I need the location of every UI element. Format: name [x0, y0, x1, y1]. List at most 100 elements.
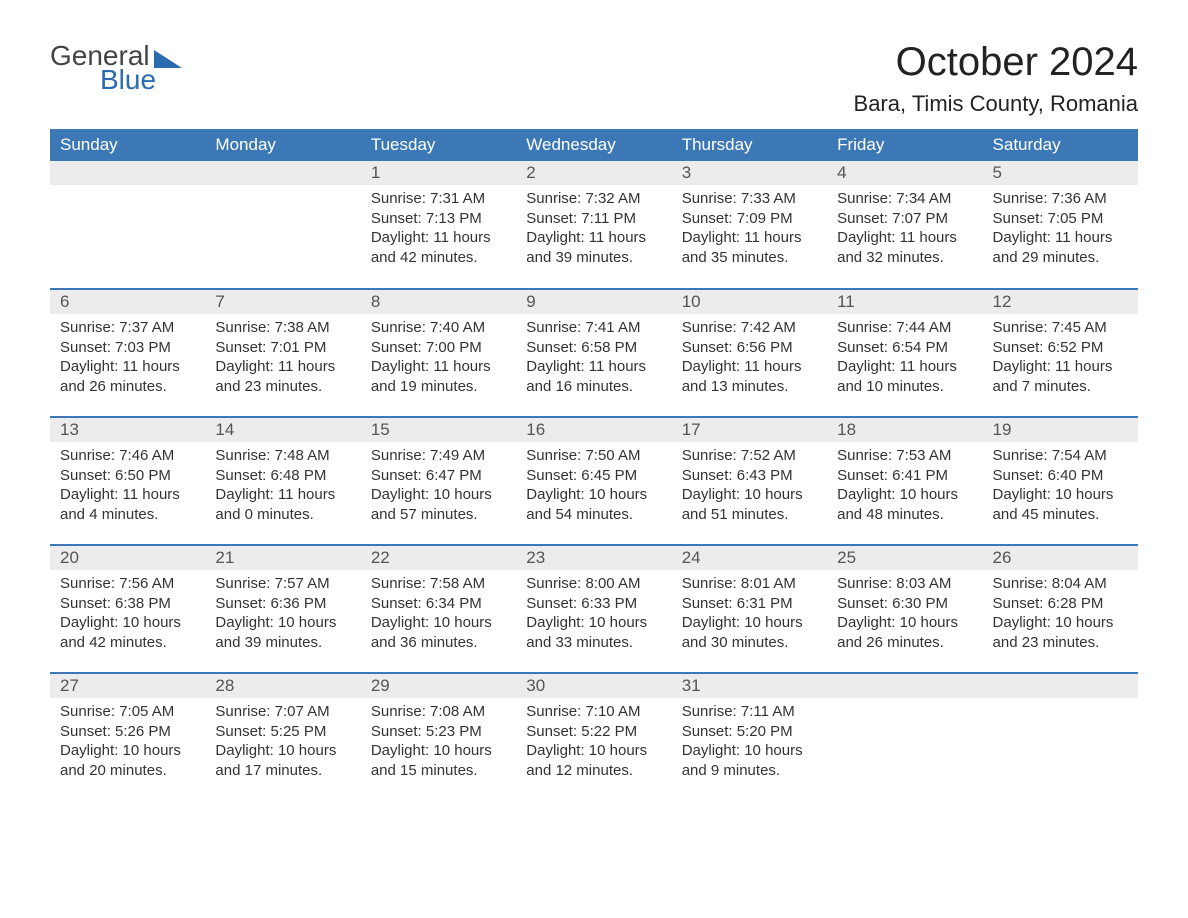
calendar-week-row: 27Sunrise: 7:05 AMSunset: 5:26 PMDayligh…: [50, 673, 1138, 801]
sunrise-line: Sunrise: 7:40 AM: [371, 318, 506, 338]
daylight-line: Daylight: 11 hours and 35 minutes.: [682, 228, 817, 267]
day-body: Sunrise: 7:10 AMSunset: 5:22 PMDaylight:…: [516, 698, 671, 788]
day-number: [827, 674, 982, 698]
daylight-line: Daylight: 10 hours and 15 minutes.: [371, 741, 506, 780]
daylight-line: Daylight: 10 hours and 51 minutes.: [682, 485, 817, 524]
sunset-line: Sunset: 6:28 PM: [993, 594, 1128, 614]
day-header: Saturday: [983, 129, 1138, 161]
sunset-line: Sunset: 6:52 PM: [993, 338, 1128, 358]
day-body: Sunrise: 7:37 AMSunset: 7:03 PMDaylight:…: [50, 314, 205, 404]
day-body: Sunrise: 7:11 AMSunset: 5:20 PMDaylight:…: [672, 698, 827, 788]
calendar-cell: 30Sunrise: 7:10 AMSunset: 5:22 PMDayligh…: [516, 673, 671, 801]
sunset-line: Sunset: 6:38 PM: [60, 594, 195, 614]
calendar-cell: 16Sunrise: 7:50 AMSunset: 6:45 PMDayligh…: [516, 417, 671, 545]
sunset-line: Sunset: 7:11 PM: [526, 209, 661, 229]
sunrise-line: Sunrise: 7:31 AM: [371, 189, 506, 209]
day-body: Sunrise: 7:49 AMSunset: 6:47 PMDaylight:…: [361, 442, 516, 532]
sunrise-line: Sunrise: 8:04 AM: [993, 574, 1128, 594]
day-number: 10: [672, 290, 827, 314]
day-body: Sunrise: 7:34 AMSunset: 7:07 PMDaylight:…: [827, 185, 982, 275]
day-number: 4: [827, 161, 982, 185]
day-number: 28: [205, 674, 360, 698]
calendar-cell: 12Sunrise: 7:45 AMSunset: 6:52 PMDayligh…: [983, 289, 1138, 417]
daylight-line: Daylight: 11 hours and 42 minutes.: [371, 228, 506, 267]
calendar-cell: [983, 673, 1138, 801]
sunset-line: Sunset: 6:58 PM: [526, 338, 661, 358]
sunrise-line: Sunrise: 7:58 AM: [371, 574, 506, 594]
calendar-cell: 11Sunrise: 7:44 AMSunset: 6:54 PMDayligh…: [827, 289, 982, 417]
sunrise-line: Sunrise: 7:48 AM: [215, 446, 350, 466]
day-number: 8: [361, 290, 516, 314]
sunrise-line: Sunrise: 7:33 AM: [682, 189, 817, 209]
calendar-cell: 18Sunrise: 7:53 AMSunset: 6:41 PMDayligh…: [827, 417, 982, 545]
day-number: [50, 161, 205, 185]
day-header: Sunday: [50, 129, 205, 161]
calendar-cell: 31Sunrise: 7:11 AMSunset: 5:20 PMDayligh…: [672, 673, 827, 801]
sunset-line: Sunset: 6:34 PM: [371, 594, 506, 614]
sunrise-line: Sunrise: 7:32 AM: [526, 189, 661, 209]
day-number: 7: [205, 290, 360, 314]
day-body: Sunrise: 7:53 AMSunset: 6:41 PMDaylight:…: [827, 442, 982, 532]
daylight-line: Daylight: 11 hours and 0 minutes.: [215, 485, 350, 524]
sunset-line: Sunset: 6:36 PM: [215, 594, 350, 614]
sunset-line: Sunset: 6:40 PM: [993, 466, 1128, 486]
sunset-line: Sunset: 5:23 PM: [371, 722, 506, 742]
sunrise-line: Sunrise: 7:46 AM: [60, 446, 195, 466]
day-body: Sunrise: 7:56 AMSunset: 6:38 PMDaylight:…: [50, 570, 205, 660]
sunrise-line: Sunrise: 7:44 AM: [837, 318, 972, 338]
sunset-line: Sunset: 6:31 PM: [682, 594, 817, 614]
sunset-line: Sunset: 6:41 PM: [837, 466, 972, 486]
day-number: 2: [516, 161, 671, 185]
sunset-line: Sunset: 6:43 PM: [682, 466, 817, 486]
day-body: Sunrise: 7:07 AMSunset: 5:25 PMDaylight:…: [205, 698, 360, 788]
day-body: Sunrise: 8:04 AMSunset: 6:28 PMDaylight:…: [983, 570, 1138, 660]
daylight-line: Daylight: 10 hours and 42 minutes.: [60, 613, 195, 652]
calendar-cell: 14 Sunrise: 7:48 AMSunset: 6:48 PMDayligh…: [205, 417, 360, 545]
day-header-row: SundayMondayTuesdayWednesdayThursdayFrid…: [50, 129, 1138, 161]
day-body: Sunrise: 7:46 AMSunset: 6:50 PMDaylight:…: [50, 442, 205, 532]
day-number: 19: [983, 418, 1138, 442]
sunset-line: Sunset: 6:33 PM: [526, 594, 661, 614]
sunset-line: Sunset: 7:01 PM: [215, 338, 350, 358]
sunrise-line: Sunrise: 7:41 AM: [526, 318, 661, 338]
logo: General Blue: [50, 40, 182, 96]
sunrise-line: Sunrise: 7:45 AM: [993, 318, 1128, 338]
day-number: 30: [516, 674, 671, 698]
day-number: 13: [50, 418, 205, 442]
daylight-line: Daylight: 10 hours and 26 minutes.: [837, 613, 972, 652]
calendar-week-row: 6Sunrise: 7:37 AMSunset: 7:03 PMDaylight…: [50, 289, 1138, 417]
logo-word-blue: Blue: [100, 64, 156, 96]
daylight-line: Daylight: 11 hours and 7 minutes.: [993, 357, 1128, 396]
calendar-cell: 4Sunrise: 7:34 AMSunset: 7:07 PMDaylight…: [827, 161, 982, 289]
sunset-line: Sunset: 6:48 PM: [215, 466, 350, 486]
sunrise-line: Sunrise: 8:01 AM: [682, 574, 817, 594]
calendar-cell: 29Sunrise: 7:08 AMSunset: 5:23 PMDayligh…: [361, 673, 516, 801]
sunset-line: Sunset: 6:54 PM: [837, 338, 972, 358]
calendar-cell: 19Sunrise: 7:54 AMSunset: 6:40 PMDayligh…: [983, 417, 1138, 545]
day-number: 24: [672, 546, 827, 570]
calendar-cell: 23Sunrise: 8:00 AMSunset: 6:33 PMDayligh…: [516, 545, 671, 673]
daylight-line: Daylight: 11 hours and 32 minutes.: [837, 228, 972, 267]
daylight-line: Daylight: 11 hours and 10 minutes.: [837, 357, 972, 396]
daylight-line: Daylight: 10 hours and 48 minutes.: [837, 485, 972, 524]
sunset-line: Sunset: 5:22 PM: [526, 722, 661, 742]
day-body: Sunrise: 7:54 AMSunset: 6:40 PMDaylight:…: [983, 442, 1138, 532]
day-body: Sunrise: 7:05 AMSunset: 5:26 PMDaylight:…: [50, 698, 205, 788]
sunrise-line: Sunrise: 7:05 AM: [60, 702, 195, 722]
sunset-line: Sunset: 6:45 PM: [526, 466, 661, 486]
location-line: Bara, Timis County, Romania: [854, 91, 1138, 117]
sunset-line: Sunset: 6:56 PM: [682, 338, 817, 358]
sunrise-line: Sunrise: 7:50 AM: [526, 446, 661, 466]
day-number: 1: [361, 161, 516, 185]
calendar-cell: 7Sunrise: 7:38 AMSunset: 7:01 PMDaylight…: [205, 289, 360, 417]
day-body: Sunrise: 7:41 AMSunset: 6:58 PMDaylight:…: [516, 314, 671, 404]
day-body: Sunrise: 7:31 AMSunset: 7:13 PMDaylight:…: [361, 185, 516, 275]
day-number: 23: [516, 546, 671, 570]
day-header: Tuesday: [361, 129, 516, 161]
day-number: 14: [205, 418, 360, 442]
calendar-cell: 22Sunrise: 7:58 AMSunset: 6:34 PMDayligh…: [361, 545, 516, 673]
day-body: Sunrise: 7:33 AMSunset: 7:09 PMDaylight:…: [672, 185, 827, 275]
header: General Blue October 2024 Bara, Timis Co…: [50, 40, 1138, 117]
daylight-line: Daylight: 10 hours and 23 minutes.: [993, 613, 1128, 652]
sunrise-line: Sunrise: 7:34 AM: [837, 189, 972, 209]
